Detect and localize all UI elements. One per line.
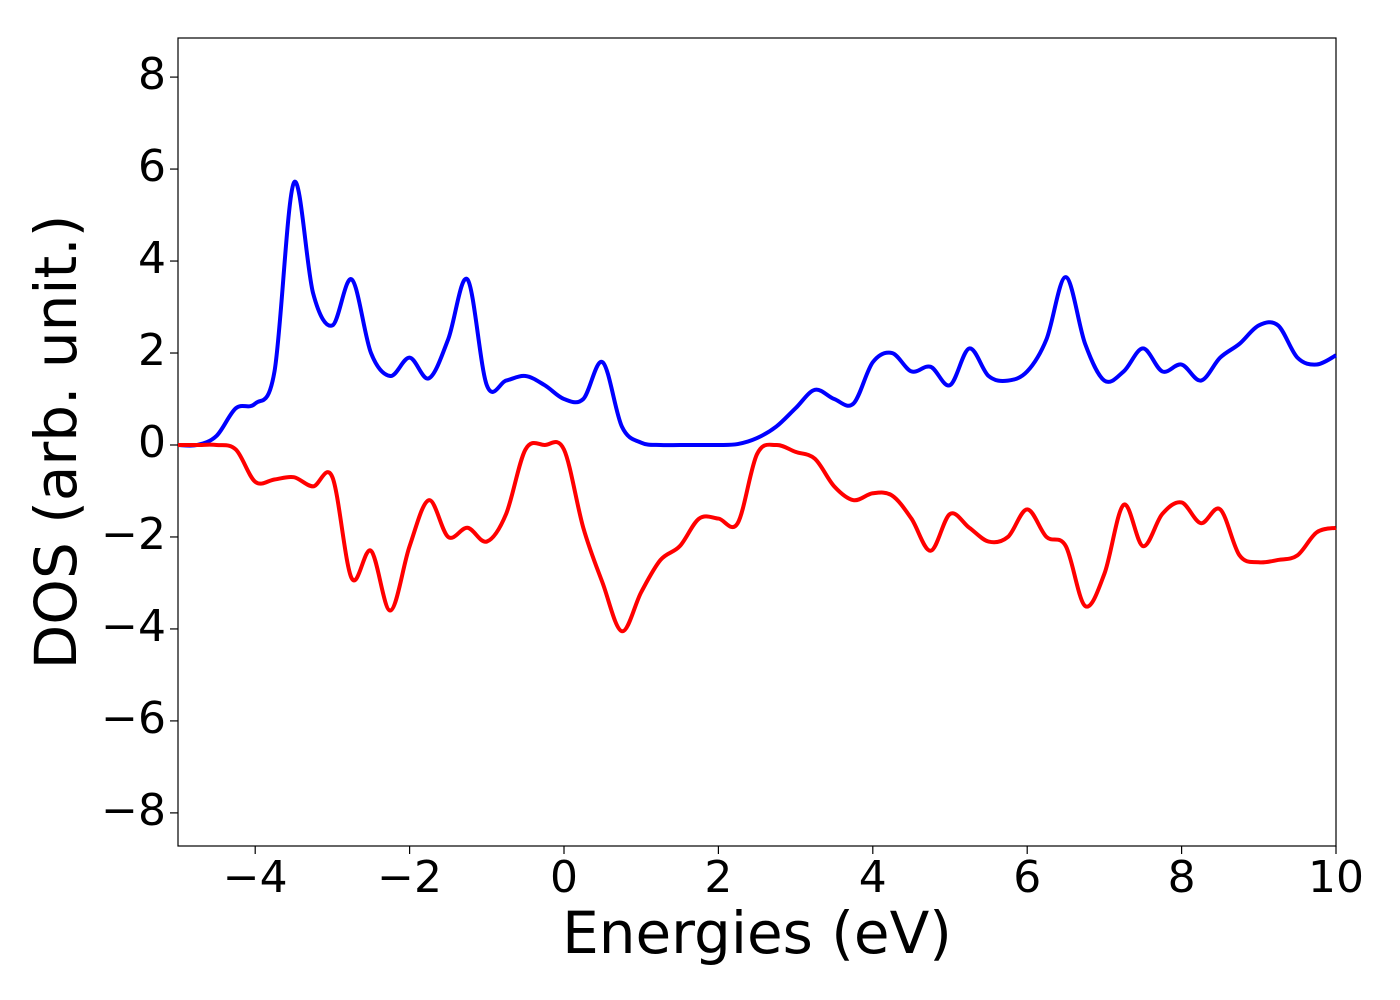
y-tick-label: 6 — [138, 141, 166, 192]
y-axis-label: DOS (arb. unit.) — [22, 215, 90, 670]
x-axis-label: Energies (eV) — [562, 899, 952, 967]
x-tick-label: −2 — [377, 852, 442, 903]
x-tick-label: 4 — [859, 852, 887, 903]
y-tick-label: 2 — [138, 325, 166, 376]
y-tick-label: 8 — [138, 49, 166, 100]
x-tick-label: −4 — [223, 852, 288, 903]
y-tick-label: 4 — [138, 233, 166, 284]
y-tick-label: −8 — [101, 785, 166, 836]
x-tick-label: 2 — [704, 852, 732, 903]
y-tick-label: −6 — [101, 693, 166, 744]
plot-frame — [177, 37, 1337, 847]
dos-line — [177, 440, 1337, 634]
x-tick-label: 0 — [550, 852, 578, 903]
y-tick-label: −2 — [101, 509, 166, 560]
x-tick-label: 10 — [1308, 852, 1364, 903]
dos-line — [177, 179, 1337, 448]
y-tick-label: −4 — [101, 601, 166, 652]
x-tick-label: 6 — [1013, 852, 1041, 903]
y-tick-label: 0 — [138, 417, 166, 468]
x-tick-label: 8 — [1168, 852, 1196, 903]
